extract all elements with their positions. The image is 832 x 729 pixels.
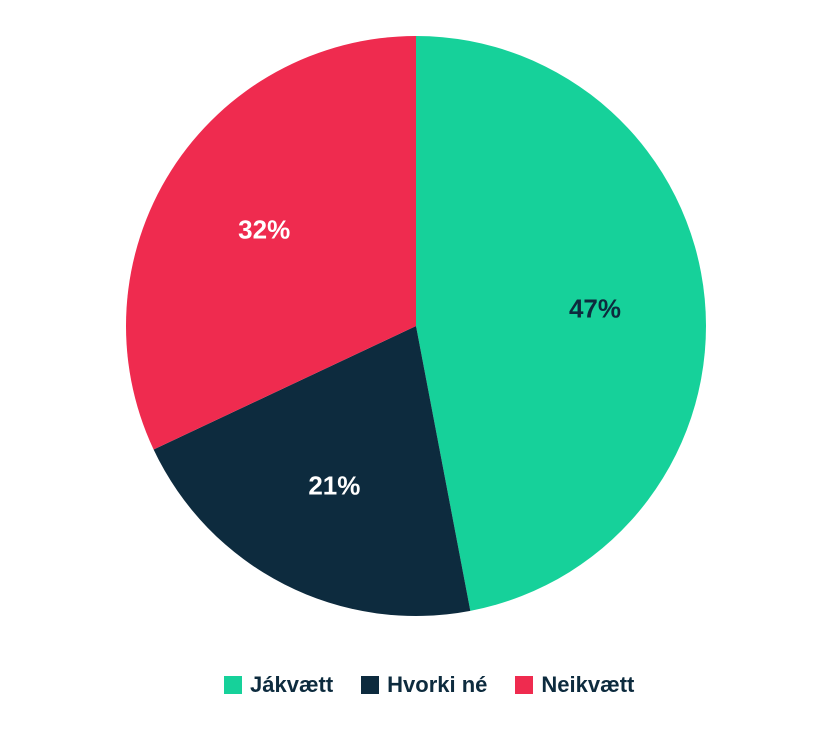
pie-chart-svg (0, 0, 832, 729)
legend-swatch-jakvaett (224, 676, 242, 694)
legend: Jákvætt Hvorki né Neikvætt (224, 672, 634, 698)
pie-chart-container: 47% 21% 32% Jákvætt Hvorki né Neikvætt (0, 0, 832, 729)
slice-label-neikvaett: 32% (238, 214, 290, 245)
legend-label-jakvaett: Jákvætt (250, 672, 333, 698)
legend-label-neikvaett: Neikvætt (541, 672, 634, 698)
slice-label-jakvaett: 47% (569, 294, 621, 325)
legend-item-neikvaett: Neikvætt (515, 672, 634, 698)
legend-item-hvorki-ne: Hvorki né (361, 672, 487, 698)
legend-swatch-neikvaett (515, 676, 533, 694)
legend-swatch-hvorki-ne (361, 676, 379, 694)
legend-label-hvorki-ne: Hvorki né (387, 672, 487, 698)
pie-slice-jakvaett (416, 36, 706, 611)
legend-item-jakvaett: Jákvætt (224, 672, 333, 698)
slice-label-hvorki-ne: 21% (308, 471, 360, 502)
